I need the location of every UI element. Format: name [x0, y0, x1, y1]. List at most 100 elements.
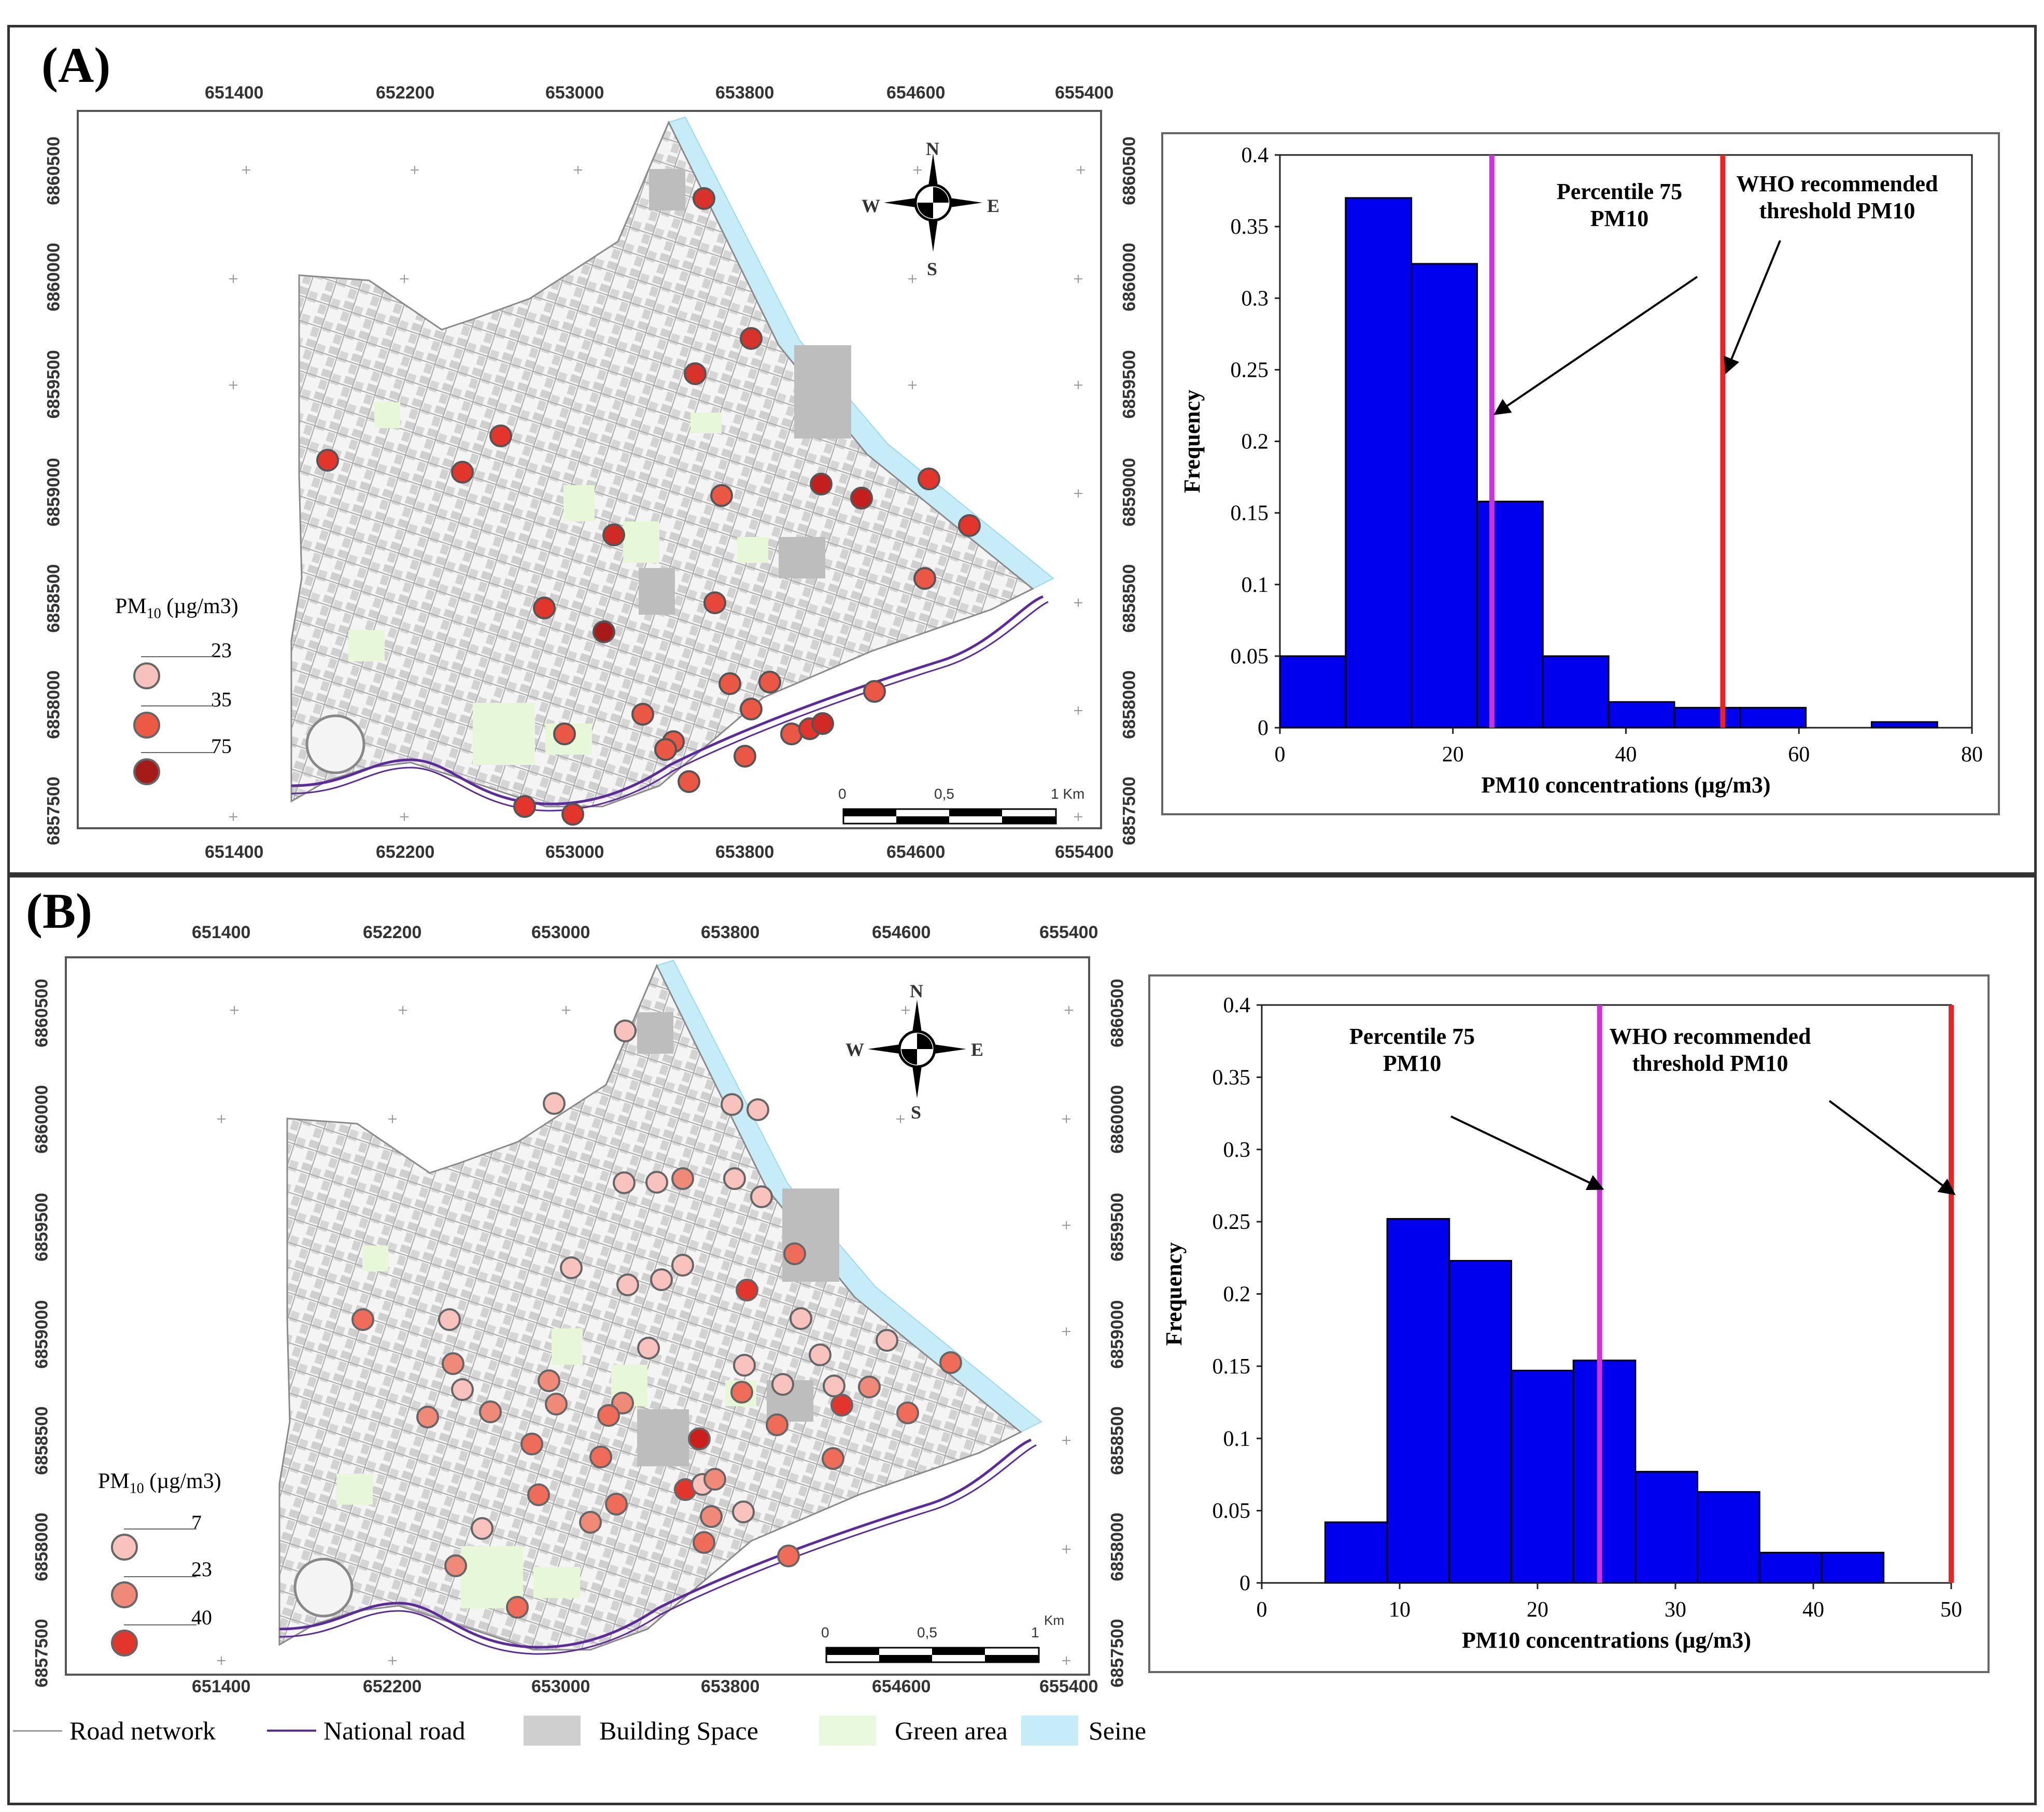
map-b-ytick-right-7: 6857500	[1107, 1619, 1127, 1688]
station-marker[interactable]	[823, 1375, 845, 1397]
percentile-75-label: PM10	[1383, 1051, 1441, 1076]
station-marker[interactable]	[602, 523, 625, 546]
y-tick-label: 0.2	[1242, 430, 1269, 454]
legend-b-circle-1	[111, 1534, 138, 1561]
station-marker[interactable]	[734, 745, 756, 768]
station-marker[interactable]	[650, 1268, 673, 1291]
station-marker[interactable]	[538, 1369, 560, 1392]
station-marker[interactable]	[790, 1307, 812, 1330]
station-marker[interactable]	[545, 1393, 568, 1415]
station-marker[interactable]	[730, 1381, 753, 1404]
station-marker[interactable]	[654, 738, 677, 761]
station-marker[interactable]	[750, 1185, 773, 1208]
station-marker[interactable]	[858, 1376, 881, 1398]
station-marker[interactable]	[746, 1098, 769, 1121]
legend-b-leader-lines	[124, 1528, 196, 1632]
station-marker[interactable]	[416, 1406, 439, 1428]
station-marker[interactable]	[614, 1020, 637, 1042]
station-marker[interactable]	[766, 1413, 788, 1436]
station-marker[interactable]	[671, 1167, 694, 1190]
station-marker[interactable]	[597, 1404, 620, 1427]
station-marker[interactable]	[811, 712, 834, 735]
station-marker[interactable]	[736, 1279, 758, 1301]
map-a-xtick-bot-5: 654600	[886, 842, 946, 862]
station-marker[interactable]	[520, 1433, 543, 1455]
station-marker[interactable]	[513, 795, 536, 818]
station-marker[interactable]	[771, 1373, 794, 1396]
station-marker[interactable]	[733, 1354, 756, 1377]
station-marker[interactable]	[444, 1554, 467, 1577]
station-marker[interactable]	[918, 468, 940, 490]
station-marker[interactable]	[809, 1343, 831, 1366]
station-marker[interactable]	[710, 484, 733, 507]
station-marker[interactable]	[703, 591, 726, 614]
station-marker[interactable]	[442, 1352, 464, 1375]
station-marker[interactable]	[700, 1505, 723, 1528]
x-tick-label: 40	[1802, 1598, 1824, 1622]
panel-a-histogram-frame: 0 0.05 0.1 0.15 0.2 0.25 0.3 0.35 0.4 0 20 40 60 80 PM…	[1161, 132, 2000, 815]
station-marker[interactable]	[631, 703, 654, 726]
legend-b-value-1: 7	[191, 1511, 202, 1534]
station-marker[interactable]	[958, 514, 981, 537]
station-marker[interactable]	[830, 1394, 853, 1417]
station-marker[interactable]	[593, 620, 615, 643]
station-marker[interactable]	[451, 461, 474, 484]
station-marker[interactable]	[351, 1308, 374, 1331]
station-marker[interactable]	[688, 1427, 711, 1450]
station-marker[interactable]	[451, 1378, 474, 1401]
station-marker[interactable]	[758, 671, 781, 693]
station-marker[interactable]	[822, 1447, 844, 1470]
station-marker[interactable]	[553, 723, 576, 745]
station-marker[interactable]	[613, 1171, 636, 1194]
station-marker[interactable]	[693, 187, 715, 210]
station-marker[interactable]	[732, 1500, 755, 1523]
station-marker[interactable]	[913, 567, 936, 590]
panel-a-frame	[7, 25, 2037, 875]
station-marker[interactable]	[637, 1337, 660, 1360]
station-marker[interactable]	[579, 1511, 602, 1534]
station-marker[interactable]	[777, 1545, 800, 1567]
station-marker[interactable]	[471, 1517, 494, 1540]
station-marker[interactable]	[589, 1446, 612, 1468]
station-marker[interactable]	[721, 1093, 743, 1116]
station-marker[interactable]	[605, 1493, 628, 1516]
station-marker[interactable]	[783, 1242, 806, 1265]
station-marker[interactable]	[616, 1273, 639, 1296]
histogram-bar-6	[1634, 1470, 1699, 1584]
station-marker[interactable]	[718, 672, 741, 695]
station-marker[interactable]	[543, 1092, 566, 1115]
station-marker[interactable]	[438, 1308, 461, 1331]
map-a-xtick-bot-2: 652200	[376, 842, 435, 862]
station-marker[interactable]	[684, 362, 707, 385]
station-marker[interactable]	[560, 1256, 583, 1279]
station-marker[interactable]	[678, 770, 700, 793]
station-marker[interactable]	[645, 1171, 668, 1194]
map-a-ytick-left-6: 6858000	[44, 670, 64, 739]
station-marker[interactable]	[703, 1468, 726, 1491]
station-marker[interactable]	[740, 698, 763, 720]
map-a-ytick-right-5: 6858500	[1119, 564, 1139, 633]
station-marker[interactable]	[671, 1254, 694, 1277]
station-marker[interactable]	[561, 803, 584, 826]
station-marker[interactable]	[489, 424, 512, 447]
station-marker[interactable]	[611, 1392, 634, 1414]
station-marker[interactable]	[693, 1531, 715, 1554]
station-marker[interactable]	[896, 1402, 919, 1424]
station-marker[interactable]	[850, 487, 873, 509]
y-tick-label: 0.1	[1223, 1427, 1251, 1451]
station-marker[interactable]	[506, 1596, 529, 1619]
station-marker[interactable]	[316, 449, 339, 472]
map-a-ytick-right-2: 6860000	[1119, 243, 1139, 312]
station-marker[interactable]	[863, 680, 886, 703]
station-marker[interactable]	[527, 1483, 550, 1506]
station-marker[interactable]	[876, 1329, 898, 1352]
station-marker[interactable]	[810, 473, 833, 496]
station-marker[interactable]	[723, 1167, 746, 1190]
histogram-bar-5	[1542, 655, 1610, 729]
station-marker[interactable]	[939, 1351, 962, 1374]
map-b-xtick-bot-6: 655400	[1039, 1677, 1098, 1696]
x-tick-label: 30	[1665, 1598, 1686, 1622]
station-marker[interactable]	[533, 597, 556, 619]
station-marker[interactable]	[740, 327, 763, 350]
station-marker[interactable]	[479, 1400, 502, 1423]
